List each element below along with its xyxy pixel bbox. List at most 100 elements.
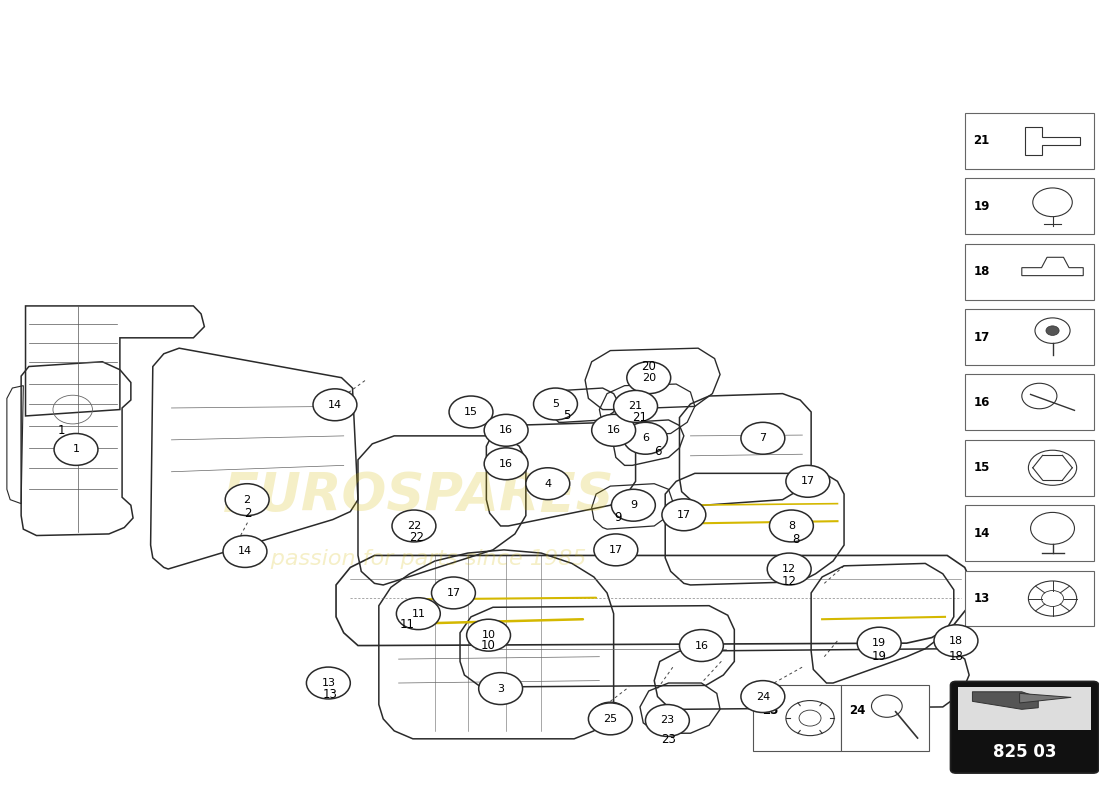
Circle shape: [466, 619, 510, 651]
FancyBboxPatch shape: [950, 682, 1099, 773]
Text: 16: 16: [974, 396, 990, 409]
Bar: [965, 570, 1094, 626]
Text: 5: 5: [563, 410, 570, 422]
Text: a passion for parts since 1985: a passion for parts since 1985: [250, 550, 586, 570]
Text: 8: 8: [792, 533, 800, 546]
Text: 15: 15: [464, 407, 478, 417]
Text: 2: 2: [243, 494, 251, 505]
Text: 3: 3: [497, 683, 504, 694]
Circle shape: [592, 414, 636, 446]
Bar: [965, 309, 1094, 365]
Text: 7: 7: [759, 434, 767, 443]
Bar: [965, 244, 1094, 299]
Bar: [840, 686, 928, 750]
Circle shape: [594, 534, 638, 566]
Text: 18: 18: [948, 650, 964, 663]
Polygon shape: [972, 692, 1038, 710]
Text: 16: 16: [694, 641, 708, 650]
Text: 18: 18: [949, 636, 962, 646]
Text: 20: 20: [641, 360, 657, 373]
Text: 12: 12: [782, 564, 796, 574]
Circle shape: [431, 577, 475, 609]
Circle shape: [612, 490, 656, 521]
Circle shape: [857, 627, 901, 659]
Circle shape: [526, 468, 570, 500]
Text: 22: 22: [407, 521, 421, 531]
Text: 14: 14: [328, 400, 342, 410]
Text: 14: 14: [974, 526, 990, 540]
Polygon shape: [1020, 694, 1071, 703]
Text: 2: 2: [244, 506, 252, 520]
Text: 825 03: 825 03: [993, 742, 1056, 761]
Circle shape: [680, 630, 724, 662]
Text: 23: 23: [661, 733, 675, 746]
Text: 25: 25: [762, 704, 778, 717]
Bar: [965, 374, 1094, 430]
Text: 20: 20: [641, 373, 656, 382]
Text: 17: 17: [801, 476, 815, 486]
Text: 21: 21: [632, 411, 648, 424]
Text: 13: 13: [321, 678, 336, 688]
Text: 19: 19: [872, 638, 887, 648]
Text: 23: 23: [660, 715, 674, 726]
Text: 6: 6: [653, 446, 661, 458]
Text: EUROSPARES: EUROSPARES: [222, 470, 614, 522]
Circle shape: [226, 484, 270, 515]
Bar: [754, 686, 840, 750]
Text: 19: 19: [974, 200, 990, 213]
Circle shape: [741, 422, 784, 454]
Circle shape: [223, 535, 267, 567]
Circle shape: [396, 598, 440, 630]
Text: 22: 22: [408, 530, 424, 544]
Circle shape: [769, 510, 813, 542]
Circle shape: [934, 625, 978, 657]
Bar: [965, 113, 1094, 169]
Circle shape: [534, 388, 578, 420]
Bar: [965, 440, 1094, 496]
Circle shape: [768, 553, 811, 585]
Text: 1: 1: [73, 445, 79, 454]
Text: 21: 21: [974, 134, 990, 147]
Text: 11: 11: [400, 618, 415, 631]
Circle shape: [54, 434, 98, 466]
Text: 10: 10: [481, 639, 496, 652]
Text: 11: 11: [411, 609, 426, 618]
Text: 12: 12: [782, 575, 796, 588]
Circle shape: [392, 510, 436, 542]
Text: 25: 25: [603, 714, 617, 724]
Bar: [965, 178, 1094, 234]
Text: 8: 8: [788, 521, 795, 531]
Text: 13: 13: [323, 689, 338, 702]
Text: 4: 4: [544, 478, 551, 489]
Circle shape: [478, 673, 522, 705]
Circle shape: [314, 389, 356, 421]
Circle shape: [1046, 326, 1059, 335]
Text: 17: 17: [447, 588, 461, 598]
Text: 18: 18: [974, 265, 990, 278]
Text: 9: 9: [614, 511, 622, 525]
Circle shape: [588, 703, 632, 735]
Text: 6: 6: [642, 434, 649, 443]
Circle shape: [741, 681, 784, 713]
Text: 24: 24: [849, 704, 866, 717]
Circle shape: [484, 448, 528, 480]
Text: 17: 17: [676, 510, 691, 520]
Bar: [965, 506, 1094, 561]
Text: 17: 17: [974, 330, 990, 343]
Text: 9: 9: [630, 500, 637, 510]
Circle shape: [484, 414, 528, 446]
Circle shape: [449, 396, 493, 428]
Circle shape: [307, 667, 350, 699]
Circle shape: [627, 362, 671, 394]
Text: 17: 17: [608, 545, 623, 555]
Text: 16: 16: [499, 458, 513, 469]
Circle shape: [646, 705, 690, 737]
Text: 19: 19: [871, 650, 887, 663]
Text: 14: 14: [238, 546, 252, 557]
Text: 1: 1: [58, 424, 66, 437]
Text: 24: 24: [756, 691, 770, 702]
Text: 15: 15: [974, 462, 990, 474]
Text: 10: 10: [482, 630, 496, 640]
Circle shape: [785, 466, 829, 498]
Text: 16: 16: [499, 426, 513, 435]
